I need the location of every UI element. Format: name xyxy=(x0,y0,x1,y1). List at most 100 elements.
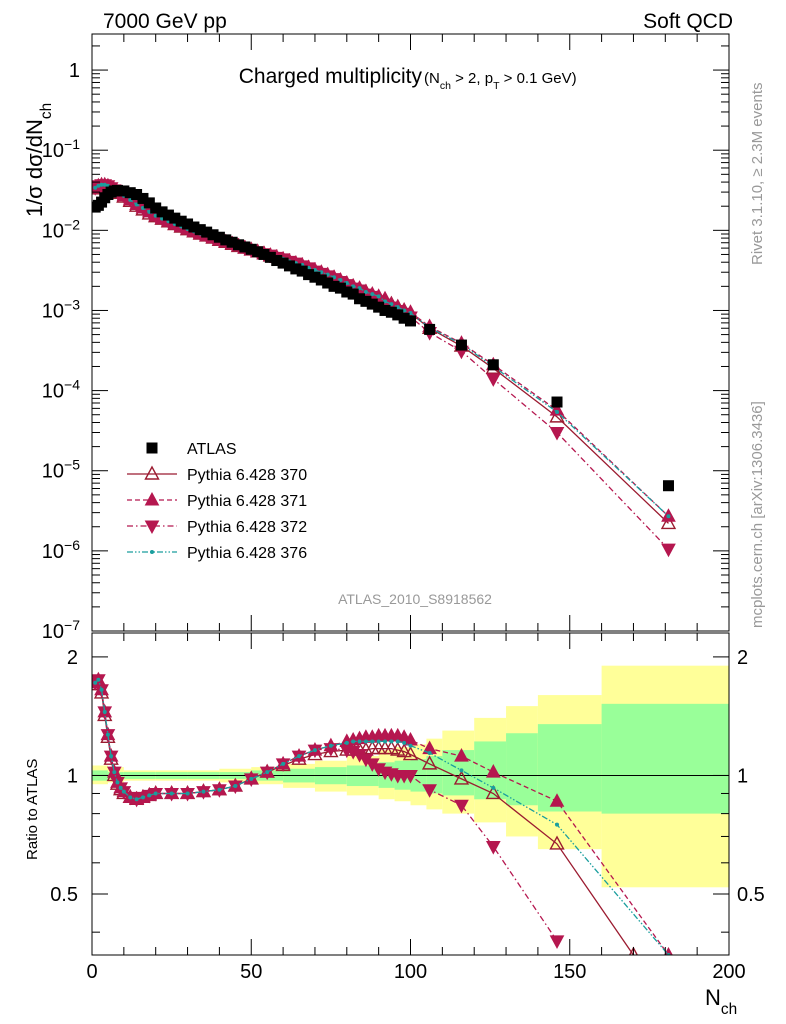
rivet-label: Rivet 3.1.10, ≥ 2.3M events xyxy=(749,83,766,266)
main-point-series-3 xyxy=(549,426,565,441)
main-point-series-0 xyxy=(373,301,385,313)
main-point-series-4 xyxy=(376,294,381,299)
ratio-point-series-4 xyxy=(102,709,107,714)
main-point-series-0 xyxy=(551,396,563,408)
ratio-ytick-label-left: 2 xyxy=(67,647,78,669)
legend-label: Pythia 6.428 372 xyxy=(187,519,307,536)
main-point-series-4 xyxy=(96,183,101,188)
ratio-point-series-4 xyxy=(344,740,349,745)
main-plot-area xyxy=(92,176,677,558)
ratio-point-series-4 xyxy=(153,791,158,796)
main-title-condition: (Nch > 2, pT > 0.1 GeV) xyxy=(424,70,577,92)
ratio-point-series-1 xyxy=(396,743,412,758)
main-ylabel: 1/σ dσ/dNch xyxy=(22,103,55,217)
ratio-band-green xyxy=(601,703,729,814)
ratio-point-series-4 xyxy=(491,785,496,790)
main-point-series-4 xyxy=(93,185,98,190)
main-point-series-0 xyxy=(392,309,404,321)
ratio-point-series-4 xyxy=(427,751,432,756)
ratio-point-series-4 xyxy=(459,768,464,773)
ratio-ytick-label-left: 0.5 xyxy=(50,884,78,906)
legend-label: ATLAS xyxy=(187,441,237,458)
ratio-point-series-2 xyxy=(485,764,501,778)
ratio-band-green xyxy=(426,756,443,794)
main-point-series-4 xyxy=(555,410,560,415)
ratio-point-series-4 xyxy=(328,743,333,748)
main-point-series-0 xyxy=(169,212,181,224)
main-point-series-0 xyxy=(487,359,499,371)
ratio-point-series-4 xyxy=(265,770,270,775)
ratio-point-series-4 xyxy=(169,791,174,796)
main-point-series-0 xyxy=(290,263,302,275)
xtick-label: 0 xyxy=(86,961,97,983)
main-point-series-0 xyxy=(137,192,149,204)
ratio-panel: 0.5 0.5 1 1 2 2 0 50 100 150 200 Ratio to ATLAS Nc… xyxy=(24,632,765,1018)
main-line-series-1 xyxy=(94,185,669,524)
main-point-series-0 xyxy=(207,229,219,241)
main-point-series-0 xyxy=(162,209,174,221)
main-point-series-1 xyxy=(660,514,677,530)
ratio-plot-area xyxy=(92,671,673,955)
main-point-series-4 xyxy=(363,289,368,294)
main-point-series-0 xyxy=(213,231,225,243)
ratio-point-series-3 xyxy=(549,935,565,949)
ratio-point-series-4 xyxy=(376,739,381,744)
main-point-series-3 xyxy=(485,373,501,387)
main-point-series-0 xyxy=(662,480,674,492)
main-ytick-label: 10−4 xyxy=(42,377,80,403)
ratio-point-series-4 xyxy=(121,789,126,794)
ratio-point-series-4 xyxy=(105,732,110,737)
main-point-series-0 xyxy=(283,260,295,272)
main-ytick-label: 10−7 xyxy=(42,617,80,643)
main-point-series-0 xyxy=(111,184,123,196)
ratio-point-series-4 xyxy=(281,761,286,766)
ratio-point-series-4 xyxy=(201,789,206,794)
ratio-point-series-4 xyxy=(217,787,222,792)
ratio-point-series-4 xyxy=(134,797,139,802)
ratio-point-series-3 xyxy=(485,841,501,855)
main-frame xyxy=(91,33,730,632)
ratio-point-series-1 xyxy=(549,835,565,850)
main-point-series-0 xyxy=(118,185,130,197)
main-ytick-label: 10−3 xyxy=(42,296,80,322)
ratio-point-series-4 xyxy=(99,687,104,692)
ratio-frame xyxy=(91,632,730,956)
main-point-series-0 xyxy=(366,298,378,310)
main-point-series-0 xyxy=(220,234,232,246)
legend-marker xyxy=(150,550,154,554)
ratio-band-green xyxy=(537,724,602,812)
ratio-point-series-1 xyxy=(628,946,639,955)
analysis-tag: ATLAS_2010_S8918562 xyxy=(338,591,492,607)
main-point-series-0 xyxy=(334,282,346,294)
ratio-point-series-2 xyxy=(454,748,469,762)
ratio-point-series-4 xyxy=(147,793,152,798)
main-point-series-0 xyxy=(188,221,200,233)
main-point-series-0 xyxy=(354,293,366,305)
mcplots-label: mcplots.cern.ch [arXiv:1306.3436] xyxy=(749,401,766,628)
main-point-series-4 xyxy=(102,182,107,187)
ratio-ytick-label-left: 1 xyxy=(67,765,78,787)
main-ytick-label: 10−1 xyxy=(42,136,80,162)
main-point-series-0 xyxy=(385,306,397,318)
main-line-series-3 xyxy=(94,184,669,550)
main-point-series-0 xyxy=(277,257,289,269)
main-point-series-0 xyxy=(143,197,155,209)
ratio-point-series-4 xyxy=(297,754,302,759)
main-point-series-3 xyxy=(661,543,676,558)
main-point-series-4 xyxy=(370,292,375,297)
ratio-ytick-label-right: 2 xyxy=(737,647,748,669)
main-point-series-0 xyxy=(398,312,410,324)
legend-marker xyxy=(144,491,160,506)
main-title: Charged multiplicity xyxy=(239,65,423,88)
legend-label: Pythia 6.428 376 xyxy=(187,545,307,562)
x-axis-label: Nch xyxy=(705,985,737,1018)
ratio-point-series-4 xyxy=(363,739,368,744)
main-point-series-0 xyxy=(182,218,194,230)
ratio-point-series-2 xyxy=(549,793,565,807)
legend-marker xyxy=(146,442,158,454)
main-point-series-0 xyxy=(156,206,168,218)
ratio-point-series-4 xyxy=(233,784,238,789)
legend-label: Pythia 6.428 371 xyxy=(187,493,307,510)
ratio-band-green xyxy=(506,733,538,806)
main-point-series-0 xyxy=(131,188,143,200)
